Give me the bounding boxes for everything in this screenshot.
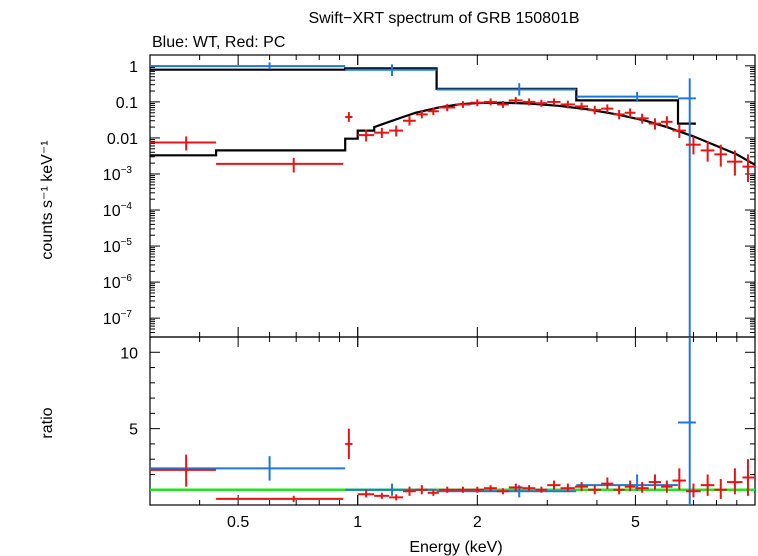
y-tick-label: 0.01 [107,131,138,148]
model-pc [150,101,756,166]
y-tick-label: 10−6 [103,273,133,292]
top-panel-ylabel: counts s⁻¹ keV⁻¹ [39,140,56,259]
y-tick-label: 0.1 [116,95,138,112]
chart-title: Swift−XRT spectrum of GRB 150801B [308,10,579,27]
x-axis-label: Energy (keV) [409,539,502,556]
x-tick-label: 1 [353,514,362,531]
y-tick-exponent: −6 [121,273,133,284]
y-tick-label: 10 [120,345,138,362]
chart-subtitle: Blue: WT, Red: PC [152,34,285,51]
x-tick-label: 2 [473,514,482,531]
panel-frame [149,336,756,506]
y-tick-label: 10−4 [103,201,133,220]
y-tick-label: 1 [129,59,138,76]
y-tick-exponent: −3 [121,165,133,176]
spectrum-panel: 1 0.1 0.01 10−3 10−4 10−5 10−6 10−7 [103,54,756,338]
y-tick-label: 10−3 [103,165,133,184]
x-tick-labels: 0.5 1 2 5 [227,514,640,531]
y-tick-exponent: −5 [121,237,133,248]
x-tick-label: 0.5 [227,514,249,531]
x-tick-label: 5 [631,514,640,531]
ratio-panel-ylabel: ratio [39,407,56,438]
y-tick-exponent: −4 [121,201,133,212]
y-tick-label: 10−7 [103,309,133,328]
y-tick-label: 10−5 [103,237,133,256]
ratio-panel: 5 10 [120,336,756,506]
y-tick-exponent: −7 [121,309,133,320]
y-tick-label: 5 [129,422,138,439]
